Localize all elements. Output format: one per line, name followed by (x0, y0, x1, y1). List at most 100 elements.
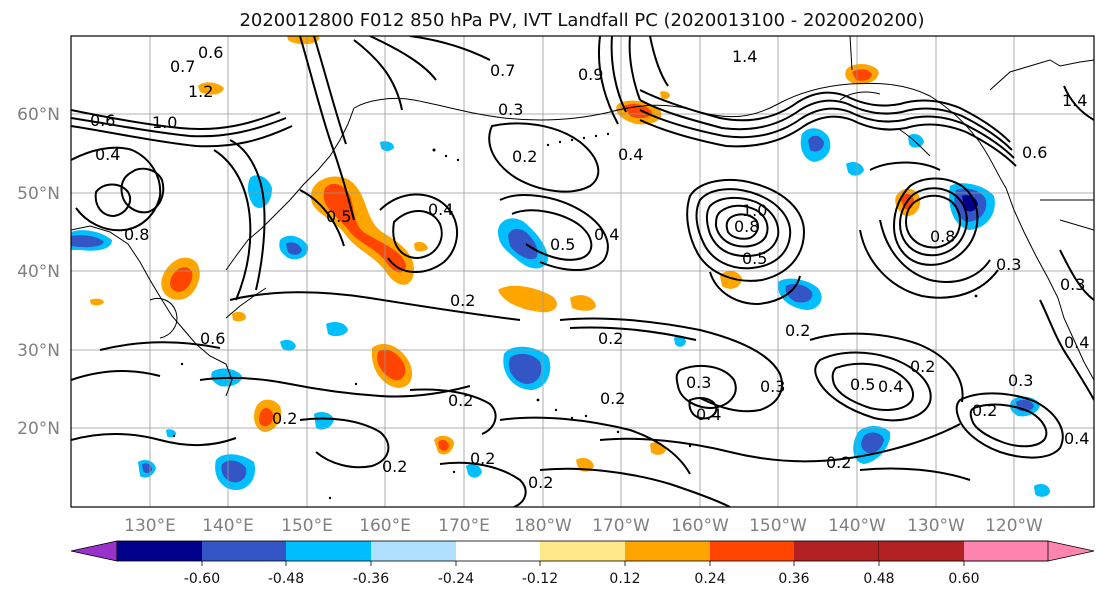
lat-label: 50°N (17, 184, 60, 204)
shade-patch (846, 162, 864, 176)
contour-label: 0.2 (470, 449, 495, 468)
lon-label: 140°W (828, 516, 886, 536)
shade-patch (674, 335, 686, 347)
contour-label: 1.0 (742, 201, 767, 220)
contour-label: 0.2 (512, 147, 537, 166)
colorbar-segment (710, 541, 794, 561)
contour-label: 0.3 (1008, 371, 1033, 390)
shade-patch (198, 82, 224, 95)
contour-label: 0.8 (930, 227, 955, 246)
contour-label: 0.3 (760, 377, 785, 396)
map-panel: 0.6 0.7 1.2 1.0 0.6 0.4 0.8 1.4 0.7 0.9 … (70, 35, 1095, 508)
colorbar-segment (202, 541, 286, 561)
colorbar-segment (117, 541, 202, 561)
contour-label: 0.5 (850, 375, 875, 394)
contour-label: 1.2 (188, 82, 213, 101)
contour-label: 0.6 (200, 329, 225, 348)
lat-label: 30°N (17, 341, 60, 361)
contour-label: 0.7 (490, 61, 515, 80)
lon-label: 120°W (985, 516, 1043, 536)
lat-label: 20°N (17, 419, 60, 439)
contour-label: 0.6 (90, 111, 115, 130)
colorbar-label: -0.24 (438, 571, 474, 587)
shade-patch (660, 91, 670, 100)
lon-label: 170°W (592, 516, 650, 536)
shade-patch (90, 298, 104, 306)
shade-patch (498, 285, 557, 313)
colorbar-label: -0.48 (268, 571, 304, 587)
map-frame (70, 35, 1095, 508)
contour-label: 0.2 (382, 457, 407, 476)
contour-label: 0.3 (996, 255, 1021, 274)
map-background (71, 36, 1094, 507)
contour-label: 0.5 (742, 249, 767, 268)
contour-label: 0.4 (1064, 429, 1089, 448)
contour-label: 0.2 (448, 391, 473, 410)
shade-patch (170, 267, 193, 292)
shade-patch (377, 349, 406, 381)
contour-label: 0.2 (528, 473, 553, 492)
colorbar-labels: -0.60 -0.48 -0.36 -0.24 -0.12 0.12 0.24 … (184, 571, 980, 587)
contour-label: 0.5 (550, 235, 575, 254)
shade-patch (280, 339, 296, 351)
contour-label: 0.6 (1022, 143, 1047, 162)
shade-patch (570, 295, 596, 311)
shade-patch (861, 432, 884, 454)
contour-label: 0.4 (878, 377, 903, 396)
contour-label: 0.2 (600, 389, 625, 408)
lon-label: 130°E (124, 516, 176, 536)
contour-label: 0.9 (578, 65, 603, 84)
colorbar-label: -0.36 (353, 571, 389, 587)
lon-label: 180°W (514, 516, 572, 536)
contour-label: 0.7 (170, 57, 195, 76)
grid-lines (71, 36, 1094, 507)
contour-label: 0.2 (972, 401, 997, 420)
shade-patch (259, 408, 274, 427)
shade-patch (286, 242, 302, 255)
contour-label: 0.2 (450, 291, 475, 310)
contour-label: 0.3 (1060, 275, 1085, 294)
shade-patch (508, 228, 538, 260)
lon-label: 130°W (907, 516, 965, 536)
lon-label: 160°W (671, 516, 729, 536)
shade-patch (1034, 484, 1050, 497)
shade-patch (380, 141, 394, 151)
colorbar-segment (456, 541, 540, 561)
shaded-pv-patches (71, 36, 1050, 497)
lon-label: 170°E (438, 516, 490, 536)
contour-label: 0.8 (734, 217, 759, 236)
lon-label: 150°W (749, 516, 807, 536)
colorbar: -0.60 -0.48 -0.36 -0.24 -0.12 0.12 0.24 … (70, 540, 1095, 587)
contour-label: 0.8 (124, 225, 149, 244)
contour-label: 0.4 (594, 225, 619, 244)
pv-contours (71, 36, 1094, 507)
coastlines (71, 36, 1094, 397)
contour-label: 0.4 (618, 145, 643, 164)
contour-label: 0.4 (95, 145, 120, 164)
colorbar-label: 0.48 (863, 571, 894, 587)
shade-patch (232, 311, 246, 322)
colorbar-label: -0.12 (522, 571, 558, 587)
shade-patch (142, 463, 152, 473)
figure-title: 2020012800 F012 850 hPa PV, IVT Landfall… (239, 10, 924, 31)
colorbar-segment (625, 541, 710, 561)
lon-label: 150°E (281, 516, 333, 536)
contour-label: 0.4 (428, 200, 453, 219)
shade-patch (508, 353, 542, 384)
shade-patch (314, 412, 334, 430)
shade-patch (247, 175, 272, 208)
islands (172, 132, 978, 500)
colorbar-label: 0.60 (948, 571, 979, 587)
lon-label: 160°E (359, 516, 411, 536)
contour-label: 1.4 (1062, 91, 1087, 110)
contour-label: 0.2 (785, 321, 810, 340)
colorbar-segment (879, 541, 964, 561)
contour-label: 0.2 (910, 357, 935, 376)
colorbar-segment (286, 541, 371, 561)
colorbar-segment (794, 541, 879, 561)
contour-label: 0.4 (696, 405, 721, 424)
lat-label: 60°N (17, 105, 60, 125)
colorbar-label: 0.12 (609, 571, 640, 587)
longitude-labels: 130°E 140°E 150°E 160°E 170°E 180°W 170°… (124, 516, 1043, 536)
